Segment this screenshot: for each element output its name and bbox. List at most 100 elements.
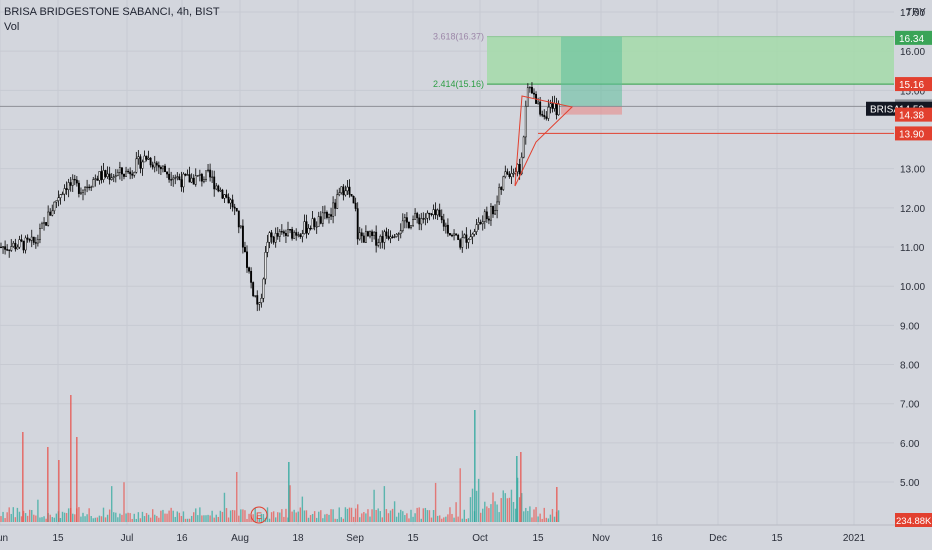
candle-body <box>430 213 433 216</box>
candle-body <box>127 170 130 173</box>
volume-bar <box>152 509 154 522</box>
candle-body <box>545 116 548 119</box>
volume-bar <box>29 509 31 522</box>
x-tick-label: Aug <box>231 533 249 544</box>
volume-bar <box>434 482 437 522</box>
candle-body <box>18 239 21 248</box>
price-label-text: 16.34 <box>899 34 924 45</box>
candle-body <box>459 239 462 248</box>
candle-body <box>28 239 31 241</box>
candle-body <box>483 211 486 222</box>
volume-bar <box>365 513 367 522</box>
volume-bar <box>516 456 518 522</box>
candle-body <box>375 231 378 246</box>
x-tick-label: 2021 <box>843 533 866 544</box>
volume-bar <box>508 497 511 522</box>
volume-bar <box>340 517 342 522</box>
candle-body <box>438 209 441 217</box>
candle-body <box>96 178 99 181</box>
candle-body <box>537 101 540 104</box>
volume-bar <box>127 512 129 522</box>
volume-bar <box>549 514 552 522</box>
volume-bar <box>535 507 537 522</box>
volume-bar <box>332 509 334 522</box>
candle-body <box>272 236 275 243</box>
candle-body <box>465 234 468 243</box>
candle-body <box>162 165 164 170</box>
volume-bar <box>520 452 522 522</box>
candle-body <box>196 175 199 177</box>
volume-bar <box>35 515 37 522</box>
volume-bar <box>471 488 474 522</box>
y-tick-label: 12.00 <box>900 204 925 215</box>
symbol-title[interactable]: BRISA BRIDGESTONE SABANCI, 4h, BIST <box>4 6 220 18</box>
volume-bar <box>86 514 88 522</box>
symbol-tag: BRISA <box>870 105 900 116</box>
volume-bar <box>47 447 49 522</box>
candle-body <box>280 231 283 233</box>
candle-body <box>467 239 470 243</box>
candle-body <box>0 246 2 249</box>
volume-bar <box>65 513 68 522</box>
volume-bar <box>498 512 500 522</box>
chart-legend: BRISA BRIDGESTONE SABANCI, 4h, BIST Vol <box>4 5 220 35</box>
candle-body <box>510 173 513 177</box>
candle-body <box>424 217 427 220</box>
volume-bar <box>193 512 195 522</box>
volume-bar <box>469 497 472 522</box>
candle-body <box>502 176 505 190</box>
candle-body <box>36 239 39 244</box>
candle-body <box>57 197 60 201</box>
volume-bar <box>334 518 336 522</box>
volume-bar <box>266 507 269 522</box>
candle-body <box>143 155 146 163</box>
candle-body <box>61 193 64 196</box>
volume-bar <box>307 517 310 522</box>
candle-body <box>442 219 445 227</box>
volume-bar <box>502 490 504 522</box>
volume-label[interactable]: Vol <box>4 21 20 33</box>
candle-body <box>395 233 398 237</box>
candle-body <box>360 232 363 237</box>
volume-bar <box>432 510 435 522</box>
candle-body <box>135 158 138 173</box>
candle-body <box>139 156 142 169</box>
volume-bar <box>41 517 43 522</box>
candle-body <box>496 201 499 211</box>
volume-bar <box>484 501 486 522</box>
candle-body <box>106 173 109 177</box>
volume-bar <box>195 508 197 522</box>
candle-body <box>104 170 107 177</box>
candle-body <box>330 214 333 217</box>
volume-bar <box>231 509 234 522</box>
volume-bar <box>272 511 275 522</box>
candle-body <box>315 226 318 228</box>
volume-bar <box>367 509 369 522</box>
volume-bar <box>305 510 308 522</box>
volume-bar <box>494 501 496 522</box>
volume-bar <box>215 514 217 522</box>
volume-bar <box>190 515 193 522</box>
volume-bar <box>512 501 515 522</box>
volume-bar <box>139 518 142 522</box>
candle-body <box>110 177 113 180</box>
volume-bar <box>102 507 105 522</box>
candle-body <box>334 202 337 209</box>
candle-body <box>444 224 447 227</box>
volume-bar <box>176 511 178 522</box>
volume-bar <box>164 513 166 522</box>
volume-bar <box>527 510 529 522</box>
volume-bar <box>457 516 459 522</box>
volume-bar <box>174 516 176 522</box>
volume-bar <box>45 518 47 522</box>
volume-bar <box>474 410 476 522</box>
y-tick-label: 5.00 <box>900 478 920 489</box>
candle-body <box>24 237 27 251</box>
volume-bar <box>342 518 345 522</box>
candle-body <box>364 231 367 243</box>
volume-bar <box>236 472 238 522</box>
volume-bar <box>145 513 148 522</box>
volume-bar <box>43 516 45 522</box>
candle-body <box>118 167 121 173</box>
